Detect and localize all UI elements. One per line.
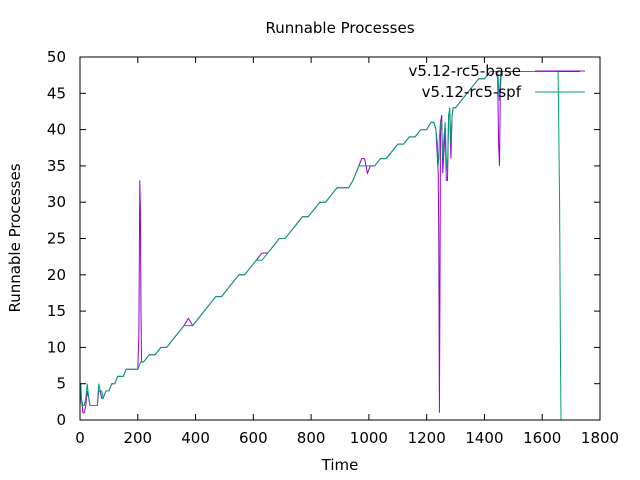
- legend-label-1: v5.12-rc5-base: [409, 62, 522, 80]
- y-tick-label: 5: [56, 375, 66, 393]
- x-tick-label: 600: [239, 429, 268, 447]
- y-tick-label: 50: [47, 48, 66, 66]
- x-axis-title: Time: [321, 456, 359, 474]
- chart-title: Runnable Processes: [265, 19, 414, 37]
- plot-frame: [79, 56, 601, 421]
- y-tick-label: 15: [47, 302, 66, 320]
- y-tick-label: 30: [47, 193, 66, 211]
- y-tick-label: 35: [47, 157, 66, 175]
- x-tick-label: 400: [181, 429, 210, 447]
- x-tick-label: 1400: [465, 429, 503, 447]
- x-tick-label: 1800: [581, 429, 619, 447]
- series-line-2: [79, 71, 562, 421]
- x-tick-label: 1200: [408, 429, 446, 447]
- plot-series: [79, 71, 580, 421]
- x-tick-label: 0: [75, 429, 85, 447]
- y-axis-title: Runnable Processes: [6, 163, 24, 312]
- y-tick-label: 20: [47, 266, 66, 284]
- y-tick-label: 0: [56, 411, 66, 429]
- y-tick-label: 40: [47, 121, 66, 139]
- series-line-1: [79, 71, 580, 414]
- legend: v5.12-rc5-base v5.12-rc5-spf: [409, 62, 585, 101]
- x-tick-label: 1000: [350, 429, 388, 447]
- axis-ticks: 0 200 400 600 800 1000 1200 1400 1600 1800 0 5 10 15 2…: [47, 48, 619, 447]
- x-tick-label: 1600: [523, 429, 561, 447]
- x-tick-label: 200: [123, 429, 152, 447]
- y-tick-label: 25: [47, 230, 66, 248]
- legend-label-2: v5.12-rc5-spf: [422, 83, 522, 101]
- y-tick-label: 45: [47, 84, 66, 102]
- x-tick-label: 800: [297, 429, 326, 447]
- y-tick-label: 10: [47, 338, 66, 356]
